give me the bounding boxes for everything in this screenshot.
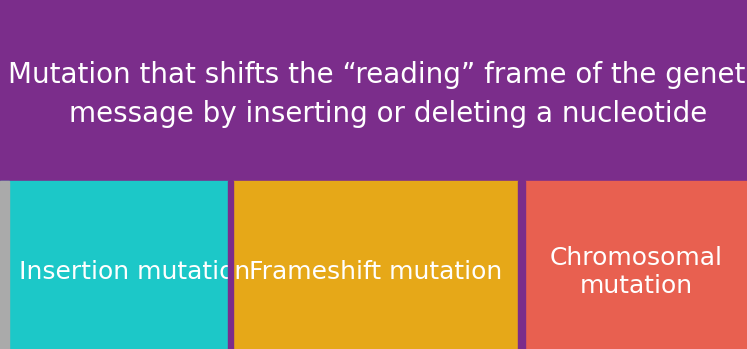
Text: Frameshift mutation: Frameshift mutation	[249, 260, 503, 284]
Bar	[525, 181, 747, 349]
Text: Mutation that shifts the “reading” frame of the genetic
message by inserting or : Mutation that shifts the “reading” frame…	[8, 61, 747, 128]
Bar	[228, 181, 233, 349]
Text: Chromosomal
mutation: Chromosomal mutation	[550, 246, 723, 298]
Bar	[518, 181, 525, 349]
Bar	[0, 181, 228, 349]
Text: Insertion mutation: Insertion mutation	[19, 260, 250, 284]
Bar	[0, 181, 9, 349]
Bar	[233, 181, 518, 349]
